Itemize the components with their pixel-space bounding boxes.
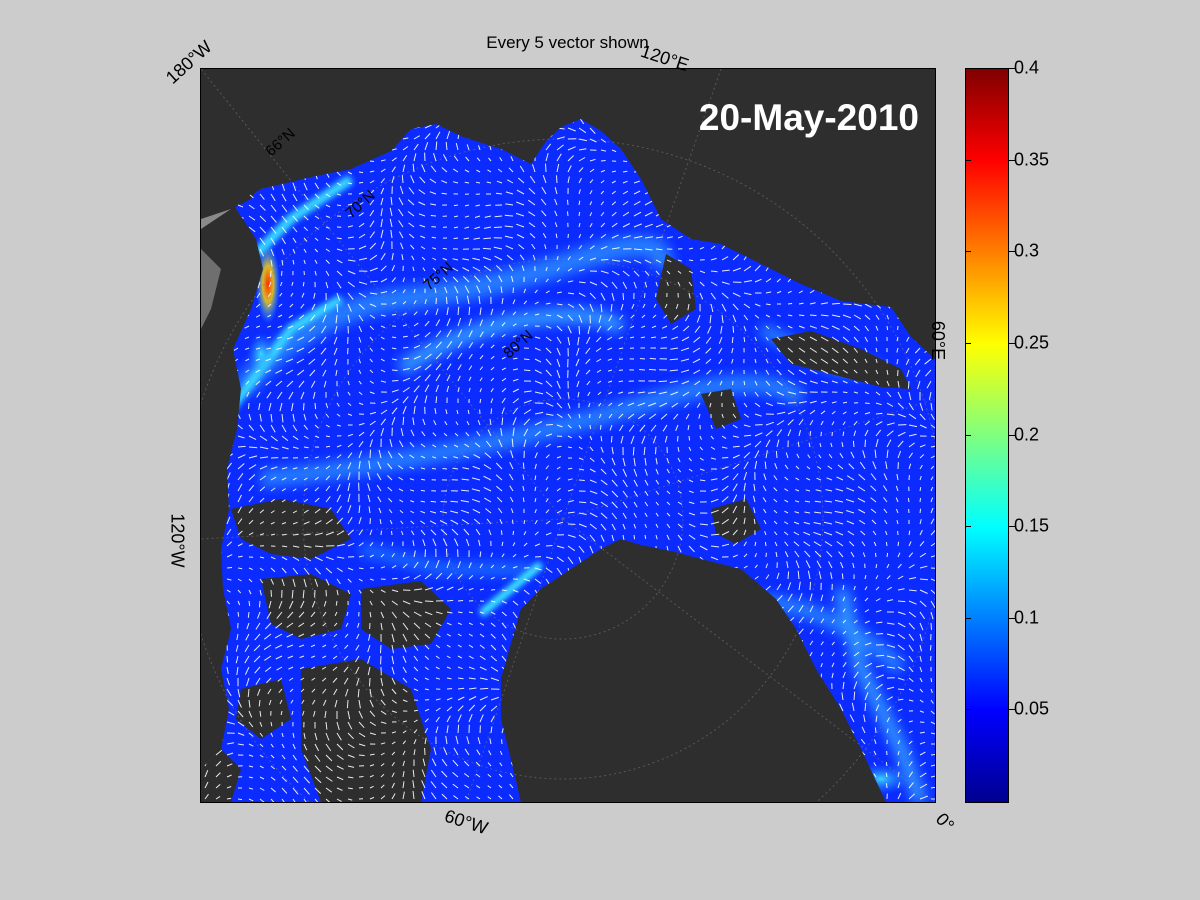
colorbar-tick-label: 0.05	[1014, 698, 1050, 719]
plot-title: Every 5 vector shown	[486, 33, 649, 52]
land-siberia	[616, 69, 935, 309]
colorbar-tick-label: 0.35	[1014, 149, 1050, 170]
colorbar-tick-inner	[965, 709, 971, 711]
colorbar-tick-label: 0.2	[1014, 424, 1040, 444]
land-new-siberian	[401, 69, 621, 139]
colorbar-tick	[1008, 251, 1016, 253]
colorbar-tick	[1008, 709, 1016, 711]
lon-60e-label: 60°E	[928, 320, 949, 361]
lon-0-label: 0°	[931, 809, 959, 836]
date-label: 20-May-2010	[698, 97, 919, 138]
land-canadian-archipelago-1	[231, 499, 351, 559]
colorbar-tick-inner	[965, 68, 971, 69]
colorbar-tick-label: 0.1	[1014, 607, 1040, 628]
lon-120w-label: 120°W	[167, 513, 188, 568]
land-alaska	[201, 69, 401, 219]
colorbar-tick-inner	[965, 617, 971, 619]
colorbar-tick-label: 0.25	[1014, 332, 1050, 353]
land-franz-josef	[701, 389, 741, 429]
ice-motion-map: 66°N 70°N 75°N 80°N	[201, 69, 935, 802]
colorbar-tick-label: 0.15	[1014, 515, 1050, 536]
land-island-small-1	[236, 679, 291, 739]
colorbar-tick	[1008, 342, 1016, 344]
colorbar-tick-inner	[965, 342, 971, 344]
lon-60w-label: 60°W	[442, 805, 491, 839]
colorbar-tick	[1008, 159, 1016, 161]
high-speed-spot	[256, 244, 280, 324]
map-frame: 66°N 70°N 75°N 80°N 20-May-2010	[200, 68, 936, 803]
colorbar	[965, 68, 1009, 803]
land-bottom-left	[201, 749, 241, 802]
colorbar-tick-inner	[965, 251, 971, 253]
colorbar-tick	[1008, 434, 1016, 436]
colorbar-tick	[1008, 68, 1016, 69]
colorbar-tick	[1008, 617, 1016, 619]
colorbar-tick-label: 0.4	[1014, 57, 1040, 78]
graticule	[201, 69, 935, 802]
land-canadian-archipelago-2	[261, 574, 351, 639]
colorbar-tick-inner	[965, 434, 971, 436]
land-novaya-zemlya	[771, 331, 911, 389]
colorbar-tick	[1008, 526, 1016, 528]
land-outer-left	[201, 249, 221, 329]
colorbar-tick-label: 0.3	[1014, 240, 1040, 261]
colorbar-tick-inner	[965, 526, 971, 528]
colorbar-tick-inner	[965, 159, 971, 161]
land-svalbard	[711, 499, 761, 544]
land-greenland	[501, 547, 681, 802]
